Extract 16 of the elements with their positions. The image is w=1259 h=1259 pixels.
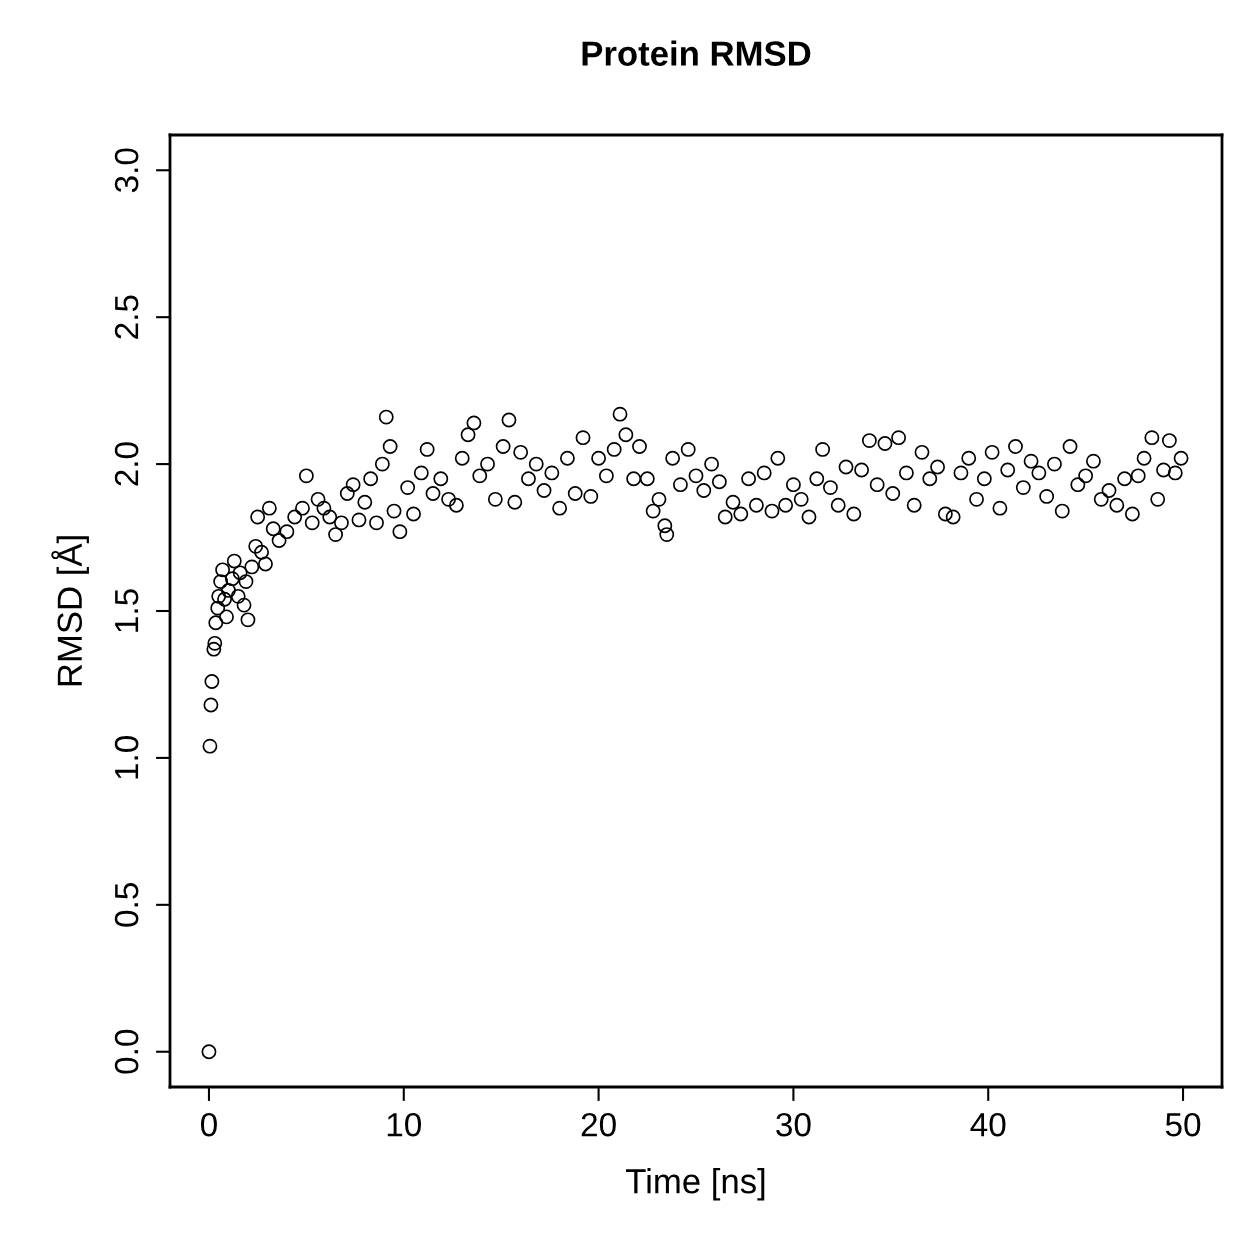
- x-tick-label: 20: [581, 1112, 616, 1137]
- x-axis-title: Time [ns]: [626, 1168, 765, 1201]
- x-tick-label: 50: [1165, 1112, 1201, 1137]
- y-tick-label: 1.0: [114, 736, 139, 779]
- x-tick-label: 30: [776, 1112, 811, 1137]
- chart-title: Protein RMSD: [582, 40, 811, 66]
- y-tick-label: 2.0: [114, 442, 139, 486]
- y-tick-label: 0.0: [114, 1029, 139, 1074]
- x-tick-label: 10: [387, 1112, 422, 1137]
- y-tick-label: 2.5: [114, 295, 139, 339]
- y-tick-label: 0.5: [114, 883, 139, 927]
- x-tick-label: 0: [201, 1112, 217, 1137]
- y-tick-label: 1.5: [115, 589, 139, 632]
- y-tick-label: 3.0: [114, 148, 139, 193]
- x-tick-label: 40: [970, 1112, 1006, 1137]
- y-axis-title: RMSD [Å]: [51, 536, 89, 686]
